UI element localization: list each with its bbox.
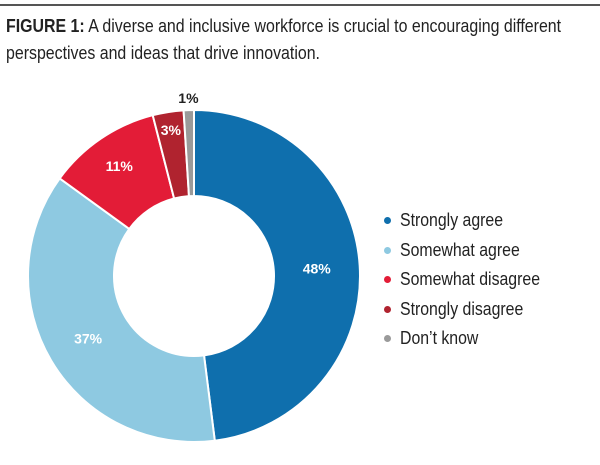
slice-somewhat-agree <box>27 177 216 443</box>
legend-item: Strongly agree <box>384 206 559 236</box>
slice-strongly-agree <box>193 108 361 442</box>
legend-item: Strongly disagree <box>384 295 559 325</box>
legend: Strongly agree Somewhat agree Somewhat dis… <box>384 206 559 354</box>
legend-item: Don’t know <box>384 324 559 354</box>
data-label: 3% <box>161 122 182 138</box>
top-rule <box>0 4 600 6</box>
legend-swatch <box>384 335 391 343</box>
data-label: 11% <box>106 158 134 174</box>
legend-label: Don’t know <box>400 328 479 349</box>
slice-don-t-know <box>182 108 195 198</box>
legend-label: Somewhat disagree <box>400 269 541 290</box>
chart-title: FIGURE 1: A diverse and inclusive workfo… <box>6 12 591 66</box>
legend-label: Strongly agree <box>400 210 504 231</box>
figure-label: FIGURE 1: <box>6 15 85 36</box>
data-label: 1% <box>178 90 199 106</box>
legend-swatch <box>384 217 391 225</box>
title-text: A diverse and inclusive workforce is cru… <box>6 15 562 63</box>
legend-swatch <box>384 246 391 254</box>
legend-label: Strongly disagree <box>400 298 524 319</box>
legend-label: Somewhat agree <box>400 239 520 260</box>
legend-item: Somewhat disagree <box>384 265 559 295</box>
legend-swatch <box>384 305 391 313</box>
data-label: 37% <box>74 331 103 347</box>
legend-swatch <box>384 276 391 284</box>
data-label: 48% <box>303 260 332 276</box>
legend-item: Somewhat agree <box>384 236 559 266</box>
